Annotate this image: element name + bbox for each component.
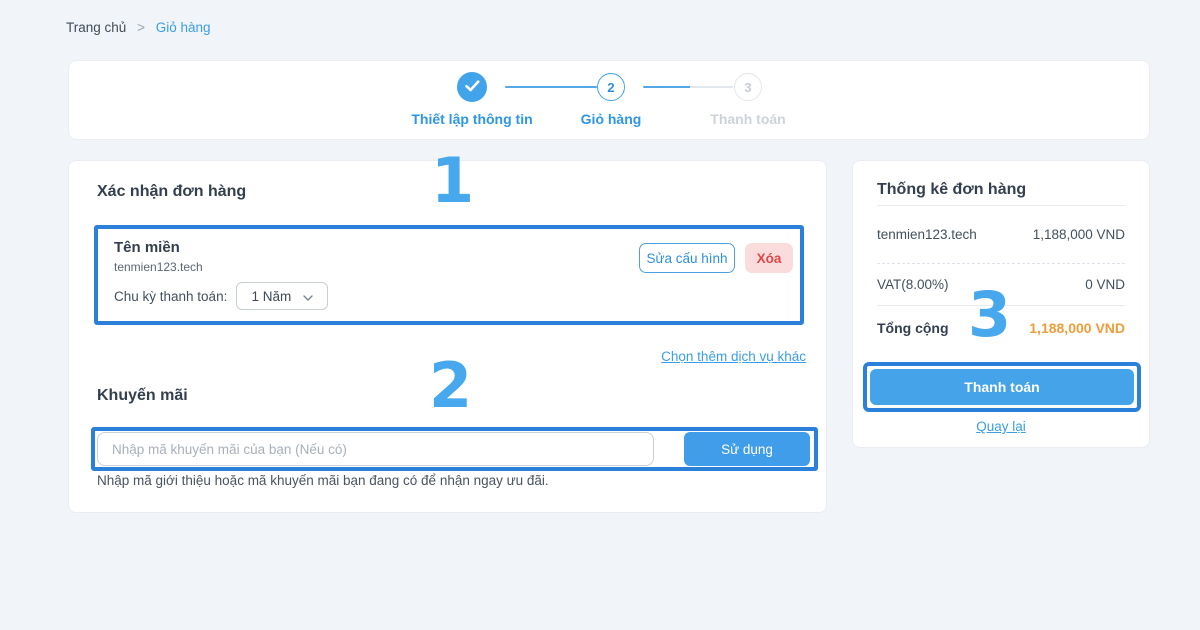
summary-row-domain: tenmien123.tech 1,188,000 VND	[877, 205, 1125, 264]
annotation-number-2: 2	[429, 349, 473, 422]
step-3-label: Thanh toán	[710, 111, 786, 127]
summary-title: Thống kê đơn hàng	[877, 181, 1027, 198]
breadcrumb-current[interactable]: Giỏ hàng	[155, 20, 211, 35]
order-summary-card: Thống kê đơn hàng tenmien123.tech 1,188,…	[852, 160, 1150, 448]
order-confirmation-card: Xác nhận đơn hàng Tên miền tenmien123.te…	[68, 160, 827, 513]
summary-total-label: Tổng cộng	[877, 320, 949, 336]
step-3-number: 3	[744, 79, 752, 95]
summary-domain-label: tenmien123.tech	[877, 226, 977, 242]
annotation-number-3: 3	[968, 278, 1012, 351]
breadcrumb: Trang chủ > Giỏ hàng	[66, 20, 211, 35]
delete-item-button[interactable]: Xóa	[745, 243, 793, 273]
step-3-circle: 3	[734, 73, 762, 101]
promo-hint-text: Nhập mã giới thiệu hoặc mã khuyến mãi bạ…	[97, 473, 549, 488]
billing-cycle-select[interactable]: 1 Năm	[236, 282, 329, 310]
item-domain-name: tenmien123.tech	[114, 260, 203, 274]
back-link[interactable]: Quay lại	[976, 419, 1026, 434]
breadcrumb-separator: >	[137, 20, 145, 35]
pay-button-box: Thanh toán	[863, 362, 1141, 412]
chevron-down-icon	[303, 289, 313, 304]
step-2-number: 2	[607, 79, 615, 95]
billing-cycle-label: Chu kỳ thanh toán:	[114, 288, 228, 304]
step-2-circle: 2	[597, 73, 625, 101]
promo-title: Khuyến mãi	[97, 387, 188, 404]
promo-code-box: Sử dụng	[91, 427, 818, 471]
cart-item-box: Tên miền tenmien123.tech Sửa cấu hình Xó…	[94, 225, 804, 325]
summary-domain-value: 1,188,000 VND	[1032, 226, 1125, 242]
step-connector-1	[505, 86, 597, 88]
annotation-number-1: 1	[431, 144, 475, 217]
summary-row-vat: VAT(8.00%) 0 VND	[877, 264, 1125, 306]
billing-cycle-value: 1 Năm	[251, 288, 292, 304]
apply-promo-button[interactable]: Sử dụng	[684, 432, 810, 466]
summary-total-value: 1,188,000 VND	[1029, 320, 1125, 336]
promo-code-input[interactable]	[97, 432, 654, 466]
order-title: Xác nhận đơn hàng	[97, 183, 247, 200]
pay-button[interactable]: Thanh toán	[870, 369, 1134, 405]
step-1-label: Thiết lập thông tin	[411, 111, 533, 127]
edit-config-button[interactable]: Sửa cấu hình	[639, 243, 735, 273]
summary-vat-label: VAT(8.00%)	[877, 277, 949, 292]
summary-row-total: Tổng cộng 1,188,000 VND	[877, 306, 1125, 350]
item-type-label: Tên miền	[114, 239, 180, 256]
step-1-circle	[457, 72, 487, 102]
step-2-label: Giỏ hàng	[580, 111, 642, 127]
summary-vat-value: 0 VND	[1085, 277, 1125, 292]
step-connector-2	[643, 86, 733, 88]
check-icon	[464, 79, 480, 95]
more-services-link[interactable]: Chọn thêm dịch vụ khác	[661, 349, 806, 364]
breadcrumb-home-link[interactable]: Trang chủ	[66, 20, 127, 35]
summary-divider	[877, 205, 1125, 206]
checkout-stepper: 2 3 Thiết lập thông tin Giỏ hàng Thanh t…	[68, 60, 1150, 140]
